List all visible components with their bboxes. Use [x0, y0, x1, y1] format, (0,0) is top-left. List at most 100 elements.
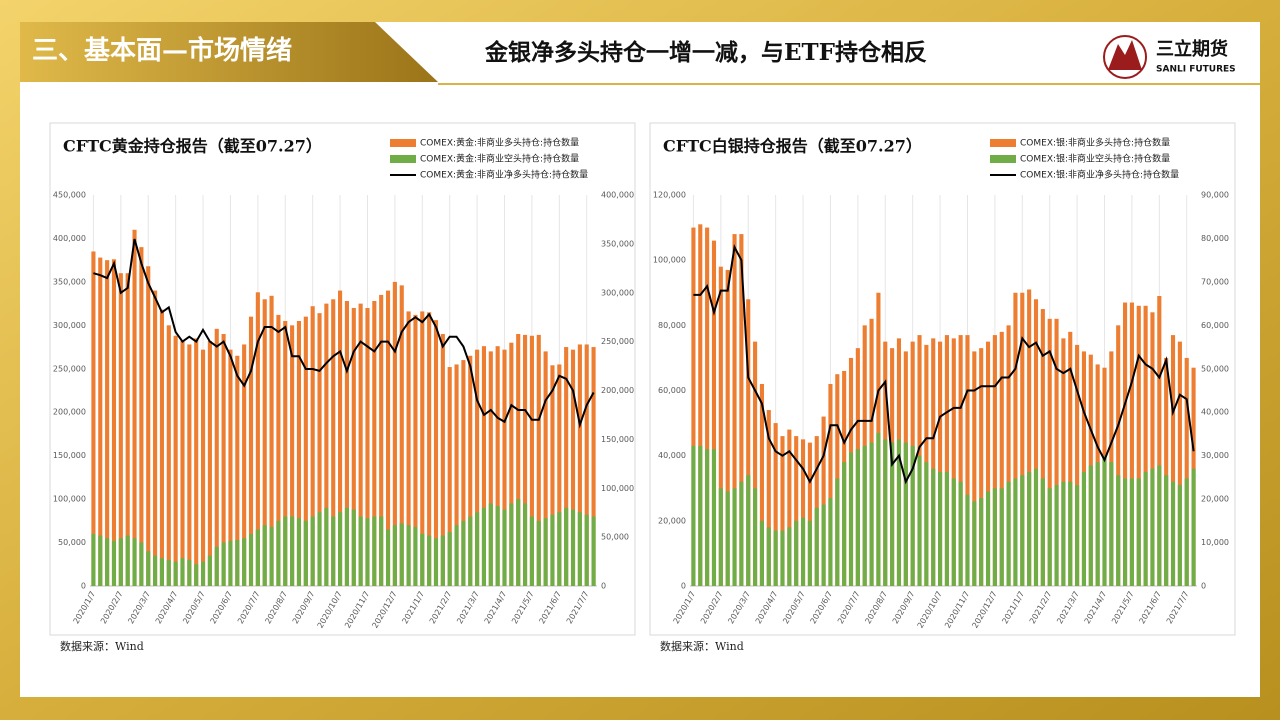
bar — [591, 347, 596, 586]
bar — [944, 471, 949, 586]
bar — [159, 558, 164, 586]
y-tick-label: 120,000 — [653, 191, 686, 200]
bar — [1143, 305, 1148, 586]
y2-tick-label: 70,000 — [1201, 277, 1229, 286]
bar — [691, 445, 696, 586]
bar — [146, 551, 151, 586]
bar — [1177, 341, 1182, 586]
bar — [979, 348, 984, 586]
bar — [317, 512, 322, 586]
y2-tick-label: 100,000 — [601, 484, 634, 493]
bar — [502, 509, 507, 586]
bar — [1157, 296, 1162, 586]
bar — [187, 344, 192, 586]
bar — [166, 325, 171, 586]
bar — [992, 488, 997, 586]
bar — [351, 509, 356, 586]
bar — [821, 504, 826, 586]
bar — [999, 488, 1004, 586]
bar — [931, 468, 936, 586]
bar — [454, 364, 459, 586]
y2-tick-label: 60,000 — [1201, 321, 1229, 330]
bar — [1006, 325, 1011, 586]
bar — [759, 520, 764, 586]
bar — [166, 559, 171, 586]
y-tick-label: 300,000 — [53, 321, 86, 330]
bar — [495, 506, 500, 586]
bar — [1020, 475, 1025, 586]
section-banner — [20, 22, 438, 82]
bar — [746, 475, 751, 586]
bar — [1027, 289, 1032, 586]
bar — [787, 429, 792, 586]
bar — [139, 542, 144, 586]
y-tick-label: 250,000 — [53, 364, 86, 373]
bar — [924, 462, 929, 586]
bar — [705, 227, 710, 587]
bar — [1184, 478, 1189, 586]
bar — [516, 334, 521, 586]
bar — [862, 445, 867, 586]
legend-swatch — [990, 139, 1016, 147]
bar — [1068, 481, 1073, 586]
bar — [91, 533, 96, 586]
bar — [1123, 302, 1128, 586]
bar — [958, 335, 963, 586]
bar — [855, 449, 860, 586]
bar — [461, 360, 466, 586]
bar — [739, 481, 744, 586]
bar — [972, 351, 977, 586]
bar — [1054, 318, 1059, 586]
bar — [303, 316, 308, 586]
bar — [385, 290, 391, 586]
bar — [242, 344, 247, 586]
y2-tick-label: 10,000 — [1201, 538, 1229, 547]
bar — [800, 517, 806, 586]
bar — [392, 525, 397, 586]
bar — [1157, 465, 1162, 586]
bar — [365, 307, 370, 586]
bar — [1116, 475, 1121, 586]
bar — [691, 227, 696, 587]
bar — [194, 564, 199, 586]
y-tick-label: 150,000 — [53, 451, 86, 460]
bar — [413, 314, 418, 586]
legend-label: COMEX:银:非商业空头持仓:持仓数量 — [1020, 153, 1170, 165]
y2-tick-label: 200,000 — [601, 386, 634, 395]
bar — [1013, 292, 1018, 586]
bar — [896, 439, 902, 586]
bar — [173, 335, 178, 586]
bar — [1136, 305, 1141, 586]
y2-tick-label: 350,000 — [601, 239, 634, 248]
bar — [938, 471, 943, 586]
bar — [718, 266, 723, 586]
bar — [91, 251, 96, 586]
bar — [759, 383, 764, 586]
bar — [105, 538, 110, 586]
bar — [516, 499, 521, 586]
bar — [985, 341, 991, 586]
bar — [725, 491, 730, 586]
bar — [557, 364, 562, 586]
bar — [999, 331, 1004, 586]
bar — [468, 516, 473, 586]
bar — [1102, 455, 1107, 586]
bar — [276, 520, 281, 586]
bar — [523, 334, 528, 586]
bar — [1129, 478, 1134, 586]
bar — [1047, 488, 1052, 586]
bar — [269, 295, 274, 586]
bar — [461, 520, 466, 586]
bar — [787, 527, 792, 586]
bar — [773, 530, 778, 586]
bar — [1054, 484, 1059, 586]
y-tick-label: 50,000 — [58, 538, 86, 547]
y2-tick-label: 0 — [601, 582, 606, 591]
bar — [509, 503, 514, 586]
bar — [842, 462, 847, 586]
legend-label: COMEX:黄金:非商业多头持仓:持仓数量 — [420, 137, 579, 149]
bar — [828, 383, 833, 586]
bar — [780, 436, 785, 586]
bar — [105, 260, 110, 586]
bar — [255, 292, 260, 586]
